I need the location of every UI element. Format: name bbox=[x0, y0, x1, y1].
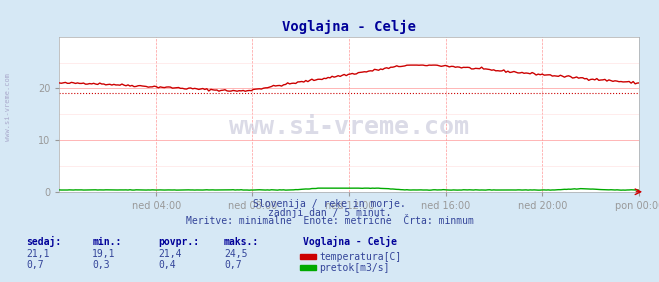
Text: 0,7: 0,7 bbox=[224, 260, 242, 270]
Text: pretok[m3/s]: pretok[m3/s] bbox=[320, 263, 390, 273]
Text: 0,3: 0,3 bbox=[92, 260, 110, 270]
Text: 24,5: 24,5 bbox=[224, 249, 248, 259]
Text: min.:: min.: bbox=[92, 237, 122, 247]
Text: 21,1: 21,1 bbox=[26, 249, 50, 259]
Text: temperatura[C]: temperatura[C] bbox=[320, 252, 402, 262]
Text: www.si-vreme.com: www.si-vreme.com bbox=[229, 114, 469, 139]
Text: 0,4: 0,4 bbox=[158, 260, 176, 270]
Text: www.si-vreme.com: www.si-vreme.com bbox=[5, 73, 11, 141]
Text: Slovenija / reke in morje.: Slovenija / reke in morje. bbox=[253, 199, 406, 209]
Text: Voglajna - Celje: Voglajna - Celje bbox=[303, 236, 397, 247]
Text: Meritve: minimalne  Enote: metrične  Črta: minmum: Meritve: minimalne Enote: metrične Črta:… bbox=[186, 216, 473, 226]
Text: 19,1: 19,1 bbox=[92, 249, 116, 259]
Text: maks.:: maks.: bbox=[224, 237, 259, 247]
Title: Voglajna - Celje: Voglajna - Celje bbox=[282, 20, 416, 34]
Text: 0,7: 0,7 bbox=[26, 260, 44, 270]
Text: 21,4: 21,4 bbox=[158, 249, 182, 259]
Text: povpr.:: povpr.: bbox=[158, 237, 199, 247]
Text: zadnji dan / 5 minut.: zadnji dan / 5 minut. bbox=[268, 208, 391, 218]
Text: sedaj:: sedaj: bbox=[26, 236, 61, 247]
